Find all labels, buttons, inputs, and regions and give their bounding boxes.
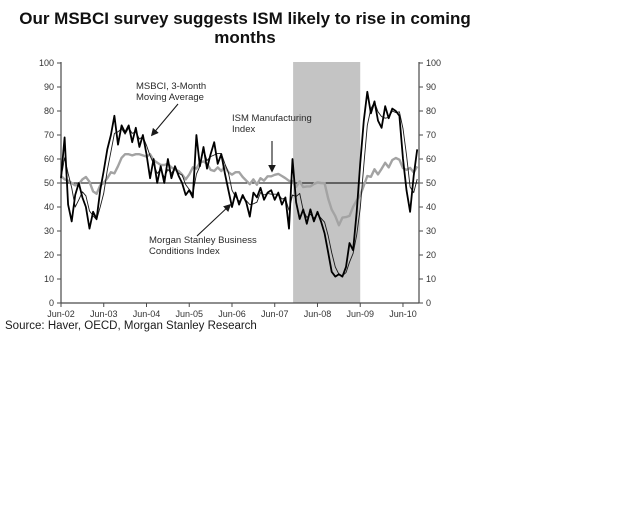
y-tick-label-left: 90: [44, 82, 54, 92]
y-tick-label-right: 50: [426, 178, 436, 188]
y-tick-label-right: 90: [426, 82, 436, 92]
y-tick-label-right: 40: [426, 202, 436, 212]
y-tick-label-right: 100: [426, 58, 441, 68]
y-tick-label-left: 70: [44, 130, 54, 140]
x-tick-label: Jun-10: [389, 309, 417, 319]
y-tick-label-left: 0: [49, 298, 54, 308]
annotation-arrow-msbci: [196, 203, 232, 237]
y-tick-label-right: 80: [426, 106, 436, 116]
y-tick-label-right: 60: [426, 154, 436, 164]
y-tick-label-left: 60: [44, 154, 54, 164]
y-tick-label-left: 10: [44, 274, 54, 284]
y-tick-label-left: 40: [44, 202, 54, 212]
y-tick-label-right: 70: [426, 130, 436, 140]
y-tick-label-left: 20: [44, 250, 54, 260]
x-tick-label: Jun-06: [218, 309, 246, 319]
y-tick-label-left: 50: [44, 178, 54, 188]
y-tick-label-right: 20: [426, 250, 436, 260]
x-tick-label: Jun-03: [90, 309, 118, 319]
annotation-arrow-msbci-ma: [150, 103, 179, 137]
x-tick-label: Jun-07: [261, 309, 289, 319]
y-tick-label-right: 10: [426, 274, 436, 284]
source-note: Source: Haver, OECD, Morgan Stanley Rese…: [5, 320, 257, 332]
annotation-msbci-ma-label: MSBCI, 3-Month Moving Average: [136, 81, 207, 103]
y-tick-label-left: 80: [44, 106, 54, 116]
x-tick-label: Jun-02: [47, 309, 75, 319]
x-tick-label: Jun-04: [133, 309, 161, 319]
annotation-ism-label: ISM Manufacturing Index: [232, 113, 312, 135]
chart-title: Our MSBCI survey suggests ISM likely to …: [19, 9, 471, 47]
y-tick-label-right: 30: [426, 226, 436, 236]
x-tick-label: Jun-09: [346, 309, 374, 319]
y-tick-label-left: 100: [39, 58, 54, 68]
x-tick-label: Jun-05: [175, 309, 203, 319]
x-tick-label: Jun-08: [304, 309, 332, 319]
y-tick-label-right: 0: [426, 298, 431, 308]
y-tick-label-left: 30: [44, 226, 54, 236]
annotation-msbci-label: Morgan Stanley Business Conditions Index: [149, 235, 257, 257]
msbci-line: [60, 90, 419, 278]
